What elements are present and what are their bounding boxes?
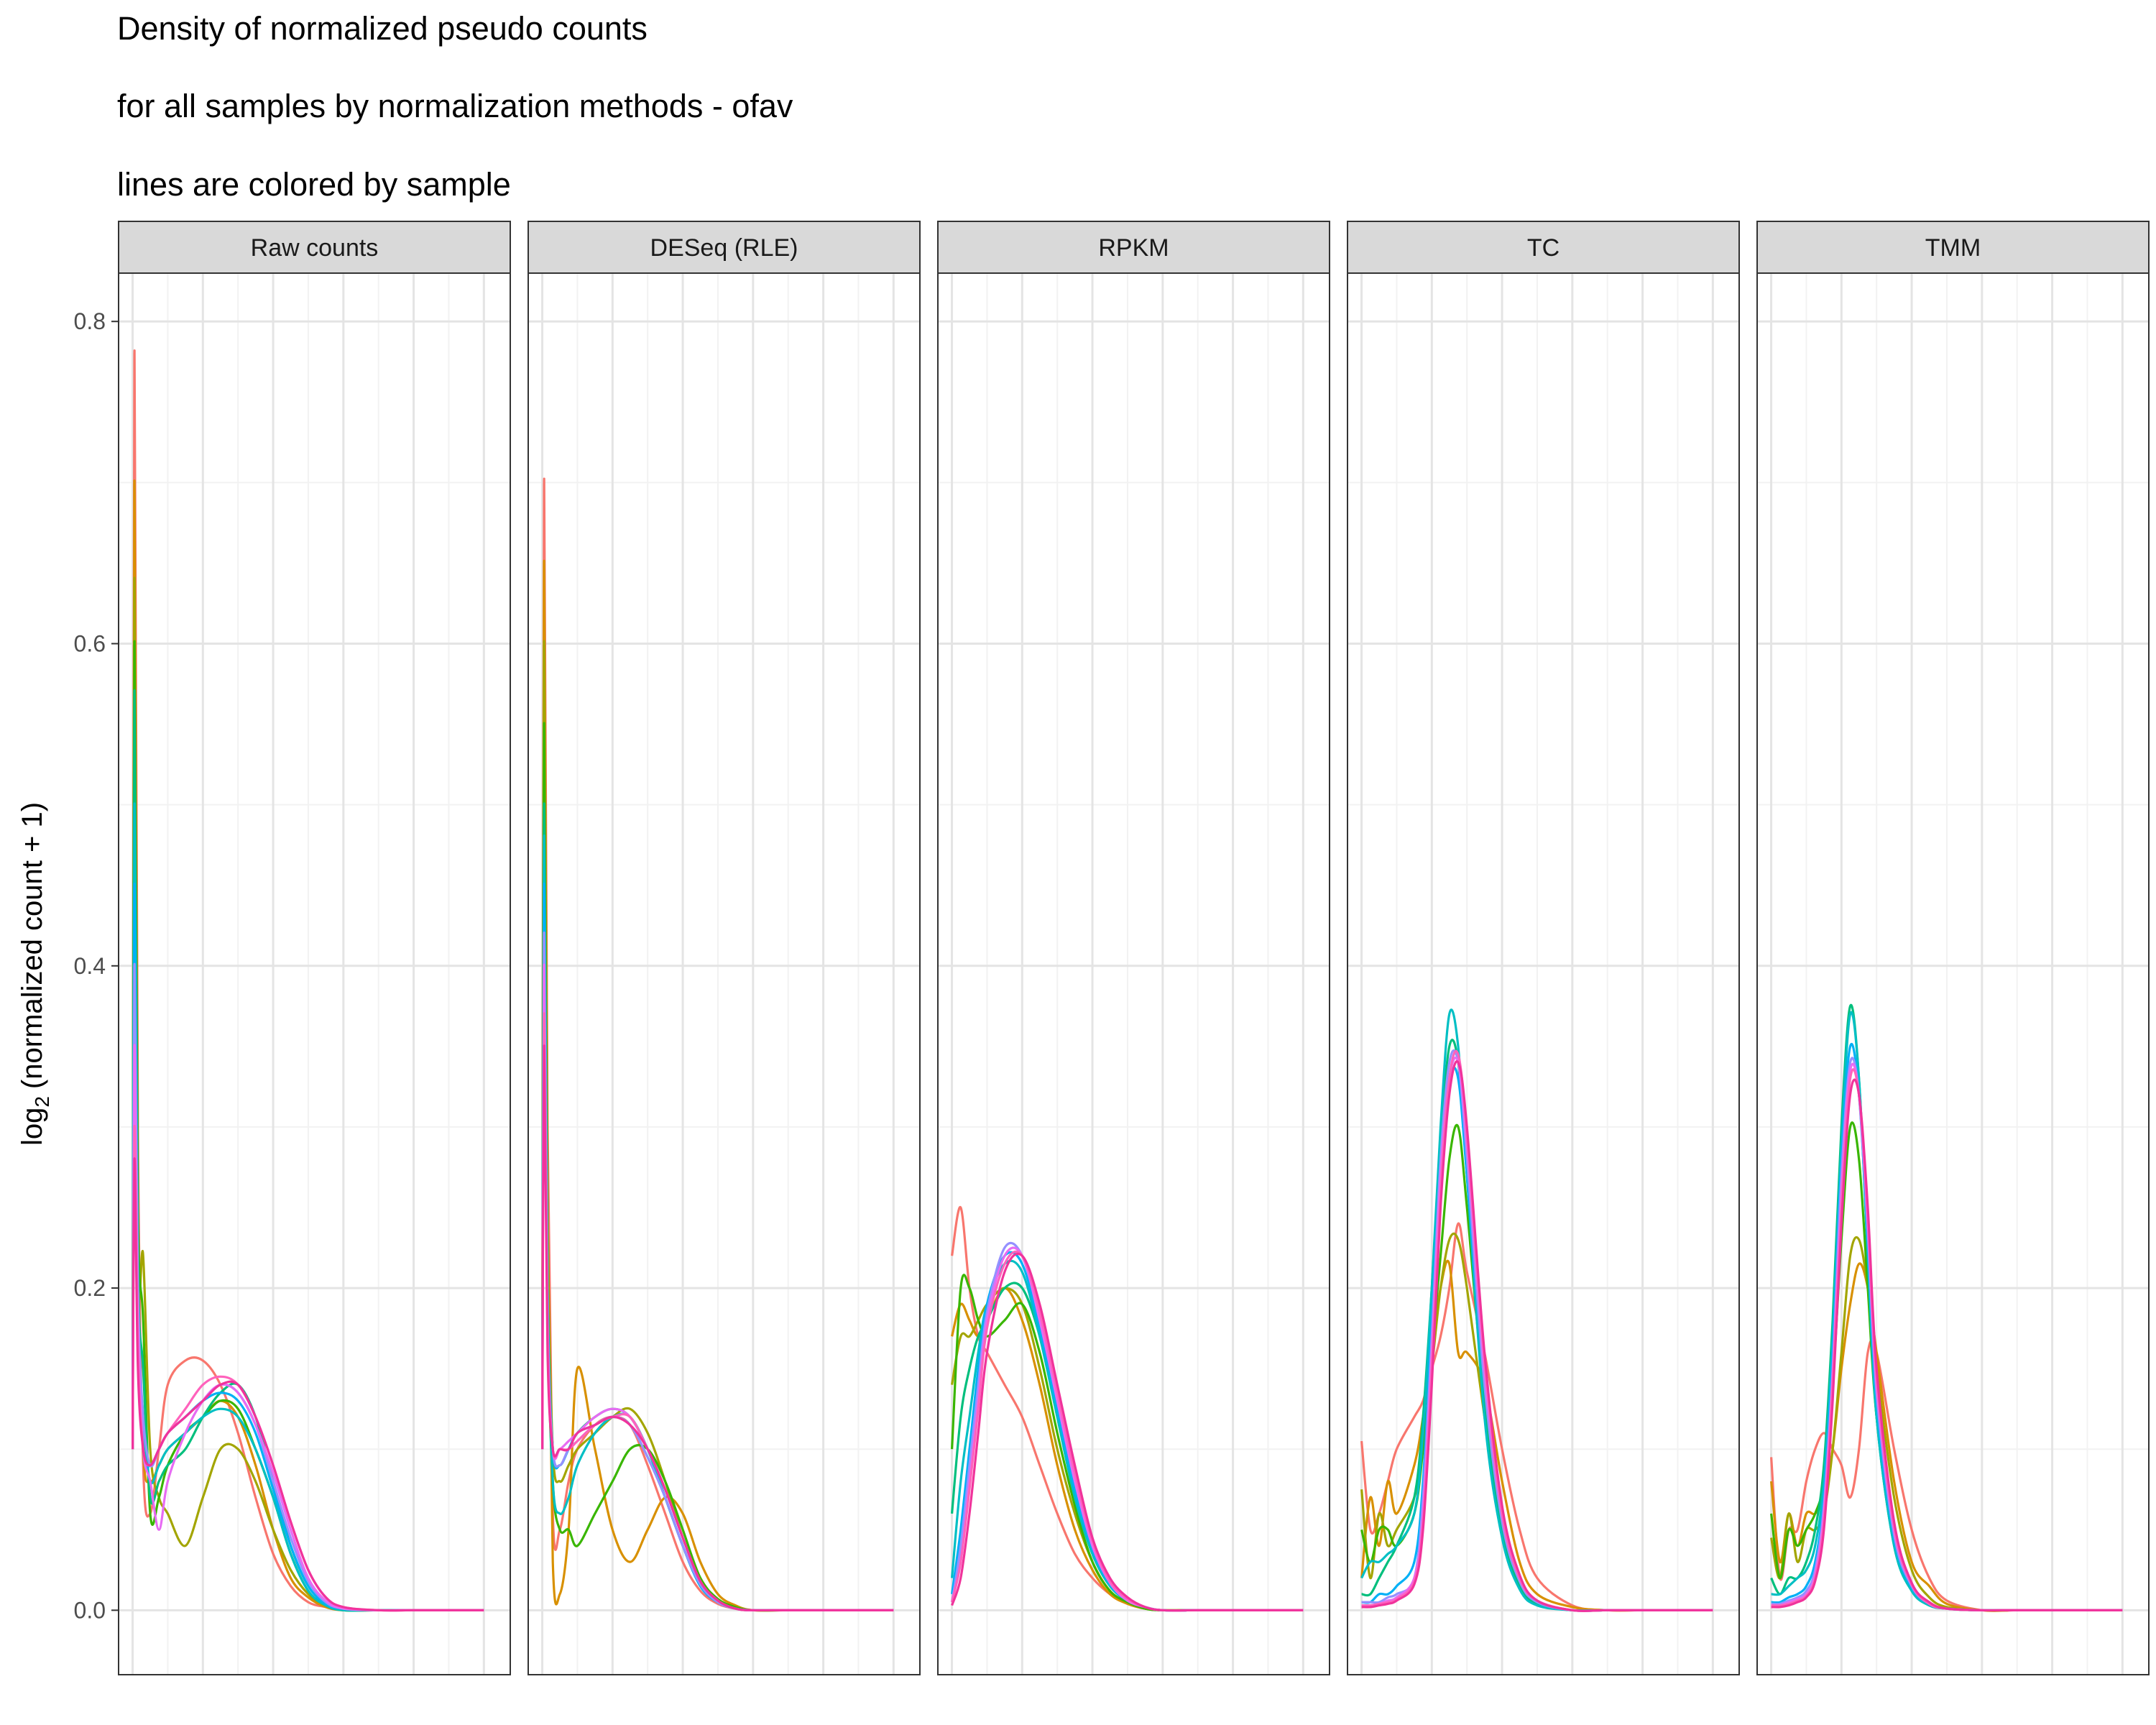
panel-background [1348,273,1739,1675]
density-line-sample-11 [132,1157,484,1612]
density-line-sample-11 [951,1252,1304,1612]
y-tick-label: 0.0 [74,1597,106,1623]
facet-strip [1347,221,1740,274]
panel-background [1757,273,2149,1675]
facet-strip-label: Raw counts [251,234,379,262]
facet-strip-label: TMM [1925,234,1981,262]
chart-title: Density of normalized pseudo counts [117,10,648,47]
facet-strip [118,221,511,274]
chart-caption: lines are colored by sample [117,166,511,203]
facet-strip-label: RPKM [1098,234,1169,262]
density-line-sample-2 [1360,1259,1713,1612]
facet-strip-label: TC [1527,234,1560,262]
panel-background [119,273,510,1675]
facet-panel-5: TMM [1756,221,2150,1675]
y-tick-label: 0.2 [74,1275,106,1301]
y-tick-label: 0.8 [74,308,106,334]
facet-panel-3: RPKM [937,221,1330,1675]
y-axis: 0.0 0.2 0.4 0.6 0.8 log2(normalized count + 1… [17,308,119,1623]
panel-background [938,273,1330,1675]
density-line-sample-11 [1771,1078,2123,1612]
facet-panel-4: TC [1347,221,1740,1675]
facet-strip [1756,221,2150,274]
y-axis-title: log2(normalized count + 1) [17,802,53,1146]
facet-strip [528,221,921,274]
y-tick-label: 0.6 [74,631,106,657]
panel-background [528,273,920,1675]
facet-strip [937,221,1330,274]
chart-subtitle: for all samples by normalization methods… [117,88,793,124]
facet-panel-1: Raw counts [118,221,511,1675]
density-line-sample-11 [1361,1060,1713,1612]
facet-strip-label: DESeq (RLE) [650,234,798,262]
y-tick-label: 0.4 [74,953,106,979]
facet-panel-2: DESeq (RLE) [528,221,921,1675]
density-line-sample-11 [541,1044,894,1612]
